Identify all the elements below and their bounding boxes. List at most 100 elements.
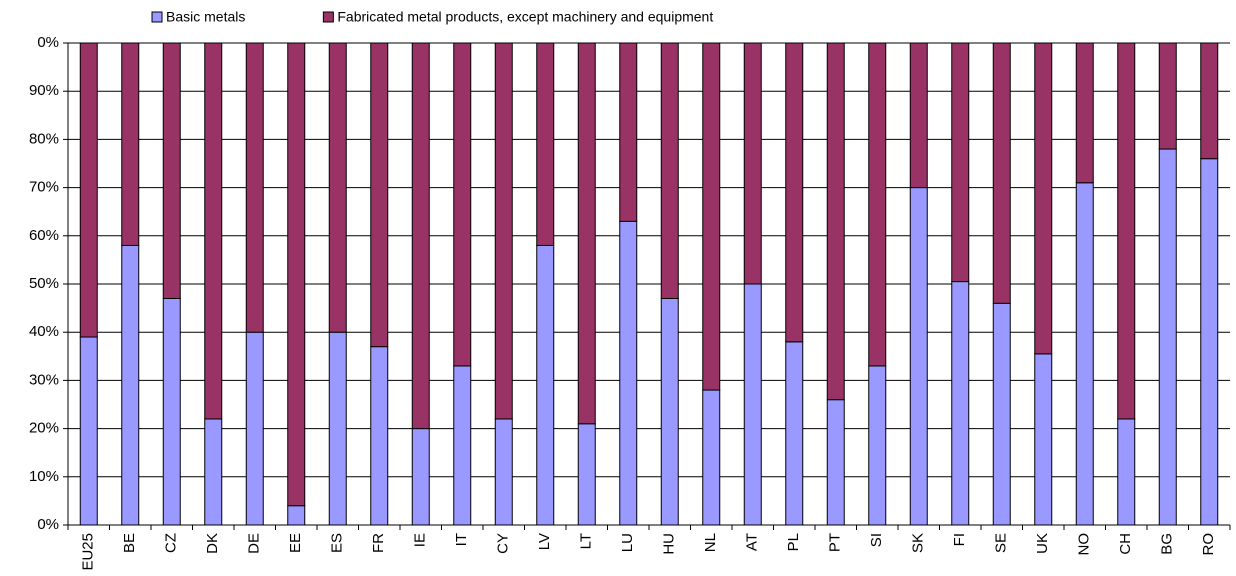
bar-segment <box>577 423 596 526</box>
x-tick-label: LU <box>619 533 636 552</box>
bar-segment <box>121 42 140 246</box>
x-tick-label: RO <box>1200 533 1217 556</box>
bar-segment <box>909 187 928 526</box>
bar-segment <box>743 283 762 526</box>
bar-segment <box>121 244 140 526</box>
bar-segment <box>328 42 347 333</box>
x-tick-label: BE <box>121 533 138 553</box>
bar-segment <box>743 42 762 285</box>
bar-segment <box>577 42 596 425</box>
y-tick-label: 60% <box>29 227 59 244</box>
bar-segment <box>702 389 721 526</box>
bar-segment <box>328 331 347 526</box>
x-tick-label: CZ <box>163 533 180 553</box>
x-tick-label: DE <box>246 533 263 554</box>
y-tick-label: 10% <box>29 468 59 485</box>
bar-segment <box>536 244 555 526</box>
x-tick-label: NO <box>1076 533 1093 556</box>
bar-segment <box>370 346 389 526</box>
bar-segment <box>245 331 264 526</box>
bar-segment <box>868 365 887 526</box>
bar-segment <box>660 297 679 526</box>
bar-segment <box>1200 42 1219 160</box>
bar-segment <box>1075 182 1094 526</box>
x-tick-label: EE <box>287 533 304 553</box>
bar-segment <box>162 297 181 526</box>
bar-segment <box>536 42 555 246</box>
y-tick-label: 50% <box>29 275 59 292</box>
x-tick-label: DK <box>204 533 221 554</box>
bar-segment <box>702 42 721 391</box>
legend-label: Fabricated metal products, except machin… <box>337 9 713 25</box>
bar-segment <box>204 42 223 420</box>
x-tick-label: BG <box>1159 533 1176 555</box>
x-tick-label: PL <box>785 533 802 551</box>
bar-segment <box>370 42 389 348</box>
bar-segment <box>1034 42 1053 355</box>
bar-segment <box>1158 42 1177 150</box>
x-tick-label: CH <box>1117 533 1134 555</box>
x-tick-label: SK <box>910 533 927 553</box>
x-tick-label: LT <box>578 533 595 549</box>
bar-segment <box>868 42 887 367</box>
x-tick-label: NL <box>702 533 719 552</box>
bar-segment <box>951 281 970 526</box>
bar-segment <box>453 42 472 367</box>
legend-label: Basic metals <box>166 9 245 25</box>
y-tick-label: 90% <box>29 82 59 99</box>
bar-segment <box>785 341 804 526</box>
bar-segment <box>1034 353 1053 526</box>
x-tick-label: EU25 <box>80 533 97 571</box>
x-tick-label: LV <box>536 533 553 550</box>
x-tick-label: SE <box>993 533 1010 553</box>
bar-segment <box>162 42 181 299</box>
legend-swatch <box>151 11 163 23</box>
x-tick-label: AT <box>744 533 761 551</box>
bar-segment <box>79 336 98 526</box>
x-tick-label: SI <box>868 533 885 547</box>
bar-segment <box>909 42 928 189</box>
bar-segment <box>992 302 1011 526</box>
bar-segment <box>951 42 970 283</box>
bar-segment <box>992 42 1011 304</box>
bar-segment <box>1200 158 1219 526</box>
x-tick-label: FR <box>370 533 387 553</box>
bar-segment <box>287 42 306 507</box>
bar-segment <box>245 42 264 333</box>
bar-segment <box>204 418 223 526</box>
y-tick-label: 70% <box>29 179 59 196</box>
bar-segment <box>494 42 513 420</box>
x-tick-label: PT <box>827 533 844 552</box>
x-tick-label: IT <box>453 533 470 546</box>
bar-segment <box>785 42 804 343</box>
x-tick-label: ES <box>329 533 346 553</box>
bar-segment <box>1158 148 1177 526</box>
bar-segment <box>1117 418 1136 526</box>
x-tick-label: IE <box>412 533 429 547</box>
bar-segment <box>826 399 845 526</box>
bar-segment <box>1075 42 1094 184</box>
bar-segment <box>494 418 513 526</box>
legend-swatch <box>322 11 334 23</box>
bar-segment <box>79 42 98 338</box>
x-tick-label: UK <box>1034 533 1051 554</box>
y-tick-label: 30% <box>29 371 59 388</box>
bar-segment <box>1117 42 1136 420</box>
y-tick-label: 20% <box>29 420 59 437</box>
bar-segment <box>826 42 845 401</box>
bar-segment <box>411 428 430 526</box>
bar-segment <box>453 365 472 526</box>
x-tick-label: HU <box>661 533 678 555</box>
y-tick-label: 40% <box>29 323 59 340</box>
bar-segment <box>619 42 638 222</box>
y-tick-label: 80% <box>29 130 59 147</box>
bar-segment <box>287 505 306 526</box>
x-tick-label: CY <box>495 533 512 554</box>
bar-segment <box>411 42 430 430</box>
bar-segment <box>660 42 679 299</box>
bar-segment <box>619 220 638 526</box>
y-tick-label: 0% <box>37 34 59 51</box>
x-tick-label: FI <box>951 533 968 546</box>
